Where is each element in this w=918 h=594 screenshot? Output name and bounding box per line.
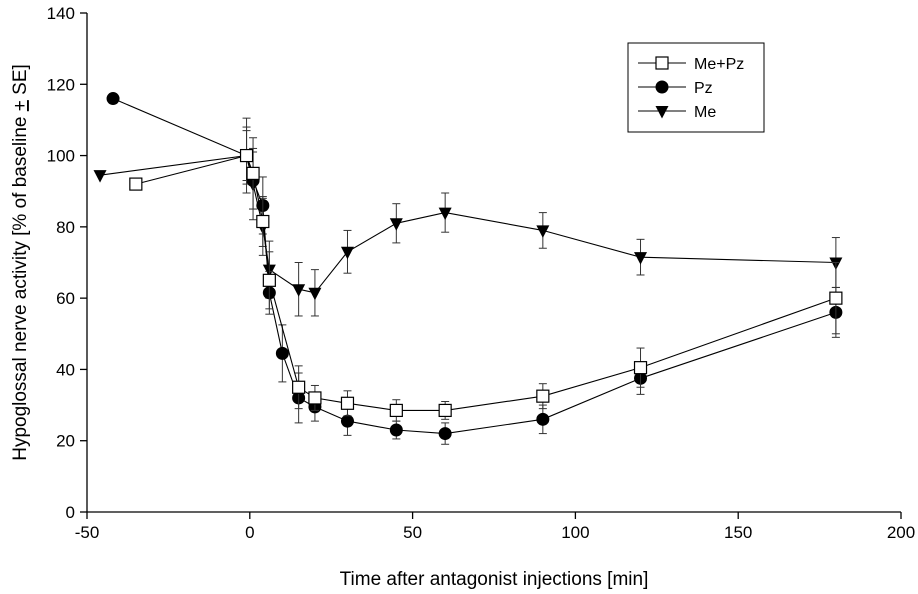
data-point-pz	[389, 423, 403, 437]
data-point-pz	[438, 427, 452, 441]
y-tick-label: 100	[47, 147, 75, 166]
data-point-me	[536, 225, 550, 238]
data-point-me-pz	[129, 177, 143, 191]
data-point-me-pz	[389, 403, 403, 418]
y-axis-title-end: SE]	[10, 64, 31, 100]
data-point-me	[634, 252, 648, 265]
legend-label-pz: Pz	[694, 80, 713, 97]
x-axis-ticks: -50 0 50 100 150 200	[75, 512, 915, 542]
y-tick-label: 20	[56, 432, 75, 451]
series-pz	[106, 92, 843, 445]
data-point-me-pz	[633, 361, 648, 375]
series-line-pz	[112, 97, 837, 435]
series-line-me	[99, 154, 836, 294]
legend-label-me: Me	[694, 104, 716, 121]
data-point-me-pz	[308, 391, 322, 405]
y-axis-title: Hypoglossal nerve activity [% of baselin…	[10, 64, 31, 461]
y-tick-label: 40	[56, 360, 75, 379]
y-axis-ticks: 0 20 40 60 80 100 120 140	[47, 4, 87, 522]
data-point-me-pz	[246, 166, 260, 180]
data-point-pz	[340, 414, 354, 428]
data-point-me-pz	[438, 403, 452, 418]
x-tick-label: 50	[403, 523, 422, 542]
series-line-me-pz	[135, 154, 837, 411]
legend-marker-me-pz	[655, 56, 669, 70]
legend-marker-me	[655, 106, 669, 119]
data-point-me	[389, 218, 403, 231]
data-point-me-pz	[536, 389, 550, 403]
data-point-me	[292, 284, 306, 297]
y-axis-title-main: Hypoglossal nerve activity [% of baselin…	[10, 111, 31, 461]
data-point-me-pz	[340, 396, 355, 410]
y-axis-title-plus-minus: +	[10, 100, 31, 111]
data-point-me-pz	[239, 148, 254, 163]
data-point-me	[438, 207, 452, 221]
data-point-me-pz	[262, 273, 276, 287]
y-tick-label: 120	[47, 75, 75, 94]
data-point-me-pz	[292, 380, 306, 394]
x-tick-label: 0	[245, 523, 254, 542]
x-tick-label: 200	[887, 523, 915, 542]
y-tick-label: 80	[56, 218, 75, 237]
data-point-me	[308, 287, 322, 301]
data-point-pz	[275, 346, 289, 360]
x-tick-label: 100	[561, 523, 589, 542]
y-tick-label: 60	[56, 289, 75, 308]
data-point-me-pz	[829, 291, 843, 305]
data-point-me-pz	[256, 214, 270, 229]
x-tick-label: -50	[75, 523, 100, 542]
series-me-pz	[129, 117, 843, 422]
y-tick-label: 140	[47, 4, 75, 23]
data-point-pz	[106, 92, 120, 106]
legend-marker-pz	[655, 80, 669, 94]
x-tick-label: 150	[724, 523, 752, 542]
data-point-me	[93, 170, 107, 183]
series-me	[93, 126, 843, 317]
legend-label-me-pz: Me+Pz	[694, 56, 744, 73]
x-axis-title: Time after antagonist injections [min]	[340, 569, 649, 590]
data-point-me	[340, 246, 354, 260]
data-point-pz	[536, 412, 550, 426]
legend: Me+Pz Pz Me	[627, 42, 765, 133]
y-tick-label: 0	[66, 503, 75, 522]
